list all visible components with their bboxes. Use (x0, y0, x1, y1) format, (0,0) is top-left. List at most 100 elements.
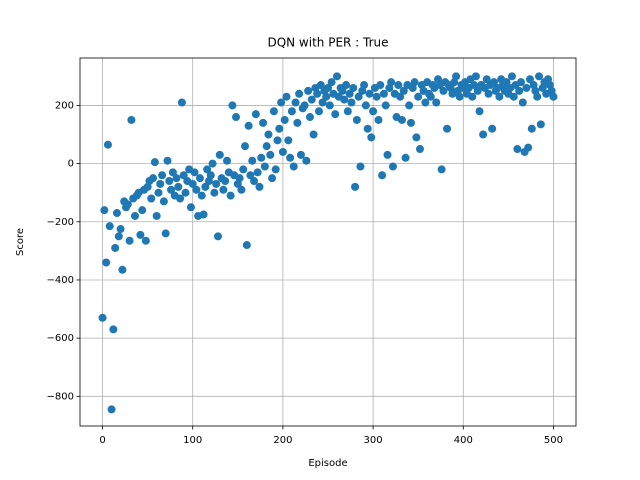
x-tick-label: 200 (273, 435, 292, 446)
point (343, 107, 352, 116)
point (284, 136, 293, 145)
point (405, 101, 414, 110)
point (112, 209, 121, 218)
point (177, 98, 186, 107)
plot-frame (79, 57, 577, 427)
point (278, 147, 287, 156)
point (305, 113, 314, 122)
point (365, 89, 374, 98)
point (275, 124, 284, 133)
point (269, 107, 278, 116)
point (244, 121, 253, 130)
point (515, 86, 524, 95)
point (237, 185, 246, 194)
point (376, 81, 385, 90)
point (443, 124, 452, 133)
point (235, 174, 244, 183)
point (264, 130, 273, 139)
point (331, 110, 340, 119)
point (215, 150, 224, 159)
point (251, 110, 260, 119)
point (165, 177, 174, 186)
point (410, 78, 419, 87)
point (179, 171, 188, 180)
point (208, 159, 217, 168)
y-axis-label: Score (15, 228, 26, 256)
point (152, 211, 161, 220)
point (241, 142, 250, 151)
point (280, 115, 289, 124)
point (103, 140, 112, 149)
point (246, 171, 255, 180)
point (174, 182, 183, 191)
point (141, 236, 150, 245)
point (131, 211, 140, 220)
point (277, 98, 286, 107)
point (475, 107, 484, 116)
point (156, 179, 165, 188)
point (516, 78, 525, 87)
point (201, 182, 210, 191)
point (167, 185, 176, 194)
point (206, 171, 215, 180)
point (327, 78, 336, 87)
point (324, 83, 332, 92)
chart-title: DQN with PER : True (267, 36, 388, 50)
point (356, 162, 365, 171)
point (533, 92, 542, 101)
point (397, 115, 406, 124)
point (432, 98, 441, 107)
point (111, 243, 120, 252)
point (136, 230, 145, 239)
y-tick-label: −200 (47, 217, 74, 228)
point (255, 182, 264, 191)
point (374, 115, 383, 124)
point (378, 171, 387, 180)
point (489, 78, 498, 87)
point (262, 142, 271, 151)
point (203, 165, 212, 174)
y-tick-label: −600 (47, 333, 74, 344)
point (163, 156, 172, 165)
point (250, 177, 259, 186)
point (522, 83, 531, 92)
point (473, 86, 482, 95)
point (118, 265, 127, 274)
point (381, 101, 390, 110)
point (154, 188, 163, 197)
x-tick-label: 400 (454, 435, 473, 446)
point (260, 162, 269, 171)
y-tick-label: 200 (55, 100, 74, 111)
point (354, 92, 363, 101)
x-tick-label: 100 (183, 435, 202, 446)
point (304, 86, 313, 95)
point (383, 150, 392, 159)
point (401, 153, 410, 162)
point (286, 153, 295, 162)
point (468, 92, 477, 101)
point (176, 194, 185, 203)
point (197, 191, 206, 200)
point (437, 165, 446, 174)
point (313, 89, 322, 98)
point (149, 174, 158, 183)
point (210, 188, 219, 197)
point (226, 191, 235, 200)
point (452, 72, 461, 81)
point (349, 83, 358, 92)
point (309, 130, 318, 139)
point (159, 197, 168, 206)
x-axis-label: Episode (308, 458, 347, 469)
point (495, 92, 504, 101)
point (387, 78, 396, 87)
point (302, 156, 311, 165)
point (455, 92, 464, 101)
point (367, 133, 376, 142)
point (535, 72, 544, 81)
x-tick-label: 500 (544, 435, 563, 446)
point (221, 177, 230, 186)
point (114, 232, 123, 241)
point (287, 107, 296, 116)
x-tick-label: 300 (364, 435, 383, 446)
